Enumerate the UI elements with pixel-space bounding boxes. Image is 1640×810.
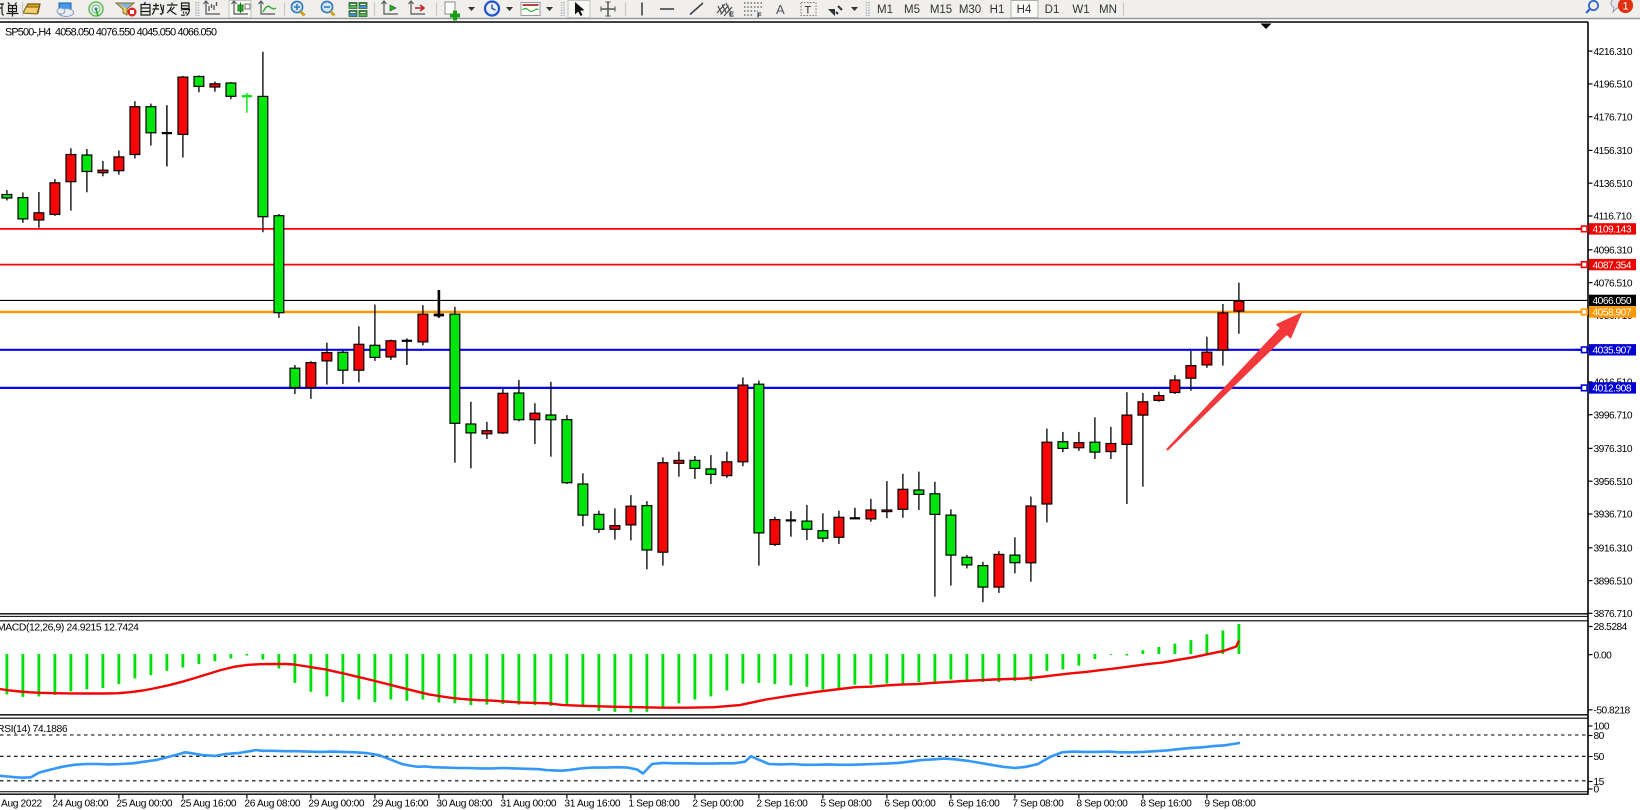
svg-text:26 Aug 08:00: 26 Aug 08:00 <box>244 799 301 810</box>
svg-text:1: 1 <box>1622 1 1628 13</box>
svg-text:6 Sep 16:00: 6 Sep 16:00 <box>948 799 1000 810</box>
svg-text:M5: M5 <box>904 4 920 16</box>
svg-text:4066.050: 4066.050 <box>1593 296 1632 307</box>
svg-text:H1: H1 <box>990 4 1005 16</box>
svg-text:D1: D1 <box>1045 4 1060 16</box>
svg-text:100: 100 <box>1594 722 1610 733</box>
svg-text:4012.908: 4012.908 <box>1593 384 1632 395</box>
svg-text:31 Aug 00:00: 31 Aug 00:00 <box>500 799 557 810</box>
svg-text:31 Aug 16:00: 31 Aug 16:00 <box>564 799 621 810</box>
svg-text:F: F <box>757 11 762 20</box>
svg-text:9 Sep 08:00: 9 Sep 08:00 <box>1204 799 1256 810</box>
svg-text:24 Aug 08:00: 24 Aug 08:00 <box>52 799 109 810</box>
svg-text:3976.310: 3976.310 <box>1594 444 1633 455</box>
svg-text:E: E <box>729 10 734 19</box>
svg-text:4035.907: 4035.907 <box>1593 346 1632 357</box>
svg-text:5 Sep 08:00: 5 Sep 08:00 <box>820 799 872 810</box>
svg-text:4076.510: 4076.510 <box>1594 278 1633 289</box>
svg-text:3876.710: 3876.710 <box>1594 609 1633 620</box>
svg-text:4087.354: 4087.354 <box>1593 260 1632 271</box>
svg-text:4096.310: 4096.310 <box>1594 246 1633 257</box>
svg-text:1 Sep 08:00: 1 Sep 08:00 <box>628 799 680 810</box>
svg-text:M30: M30 <box>959 4 981 16</box>
svg-text:4176.710: 4176.710 <box>1594 112 1633 123</box>
svg-text:80: 80 <box>1594 731 1605 742</box>
svg-text:M15: M15 <box>930 4 952 16</box>
svg-text:50: 50 <box>1594 752 1605 763</box>
svg-text:6 Sep 00:00: 6 Sep 00:00 <box>884 799 936 810</box>
svg-text:M1: M1 <box>877 4 893 16</box>
svg-text:4156.310: 4156.310 <box>1594 146 1633 157</box>
svg-text:MN: MN <box>1099 4 1117 16</box>
svg-text:2 Sep 16:00: 2 Sep 16:00 <box>756 799 808 810</box>
svg-text:2 Sep 00:00: 2 Sep 00:00 <box>692 799 744 810</box>
svg-text:3916.310: 3916.310 <box>1594 544 1633 555</box>
svg-text:4196.510: 4196.510 <box>1594 80 1633 91</box>
svg-text:4136.510: 4136.510 <box>1594 179 1633 190</box>
svg-text:8 Sep 16:00: 8 Sep 16:00 <box>1140 799 1192 810</box>
svg-text:3956.510: 3956.510 <box>1594 477 1633 488</box>
svg-text:0: 0 <box>1594 785 1600 796</box>
svg-text:T: T <box>805 5 812 17</box>
svg-text:29 Aug 16:00: 29 Aug 16:00 <box>372 799 429 810</box>
svg-text:RSI(14) 74.1886: RSI(14) 74.1886 <box>0 724 68 735</box>
svg-text:15: 15 <box>1594 777 1605 788</box>
svg-text:4058.907: 4058.907 <box>1593 308 1632 319</box>
svg-text:4116.710: 4116.710 <box>1594 212 1633 223</box>
svg-text:25 Aug 00:00: 25 Aug 00:00 <box>116 799 173 810</box>
svg-text:7 Sep 08:00: 7 Sep 08:00 <box>1012 799 1064 810</box>
svg-text:25 Aug 16:00: 25 Aug 16:00 <box>180 799 237 810</box>
svg-text:28.5284: 28.5284 <box>1594 622 1628 633</box>
svg-text:4109.143: 4109.143 <box>1593 225 1632 236</box>
svg-text:3896.510: 3896.510 <box>1594 576 1633 587</box>
svg-text:W1: W1 <box>1072 4 1089 16</box>
svg-text:SP500-,H4 4058.050 4076.550 4: SP500-,H4 4058.050 4076.550 4045.050 406… <box>5 27 217 39</box>
svg-text:29 Aug 00:00: 29 Aug 00:00 <box>308 799 365 810</box>
svg-text:H4: H4 <box>1017 4 1032 16</box>
svg-text:MACD(12,26,9) 24.9215 12.7424: MACD(12,26,9) 24.9215 12.7424 <box>0 623 139 634</box>
svg-text:8 Sep 00:00: 8 Sep 00:00 <box>1076 799 1128 810</box>
svg-text:30 Aug 08:00: 30 Aug 08:00 <box>436 799 493 810</box>
svg-text:Aug 2022: Aug 2022 <box>1 799 43 810</box>
svg-text:A: A <box>776 2 785 17</box>
svg-text:3936.710: 3936.710 <box>1594 510 1633 521</box>
svg-text:4216.310: 4216.310 <box>1594 47 1633 58</box>
svg-text:-50.8218: -50.8218 <box>1594 706 1631 717</box>
svg-text:3996.710: 3996.710 <box>1594 410 1633 421</box>
svg-text:0.00: 0.00 <box>1594 650 1613 661</box>
